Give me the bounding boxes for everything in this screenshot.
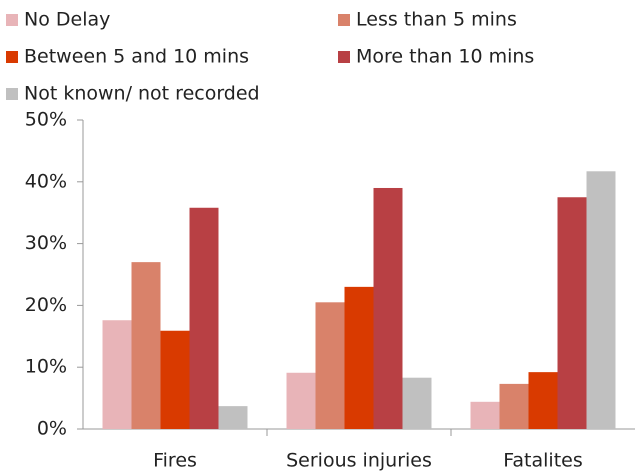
bar <box>586 171 616 429</box>
legend-label: Less than 5 mins <box>356 9 517 31</box>
legend-label: Between 5 and 10 mins <box>24 46 249 68</box>
bar <box>102 320 132 429</box>
bar <box>189 207 219 429</box>
legend-swatch <box>338 14 350 26</box>
bar <box>557 197 587 429</box>
legend-swatch <box>338 51 350 63</box>
legend-swatch <box>6 88 18 100</box>
legend-label: More than 10 mins <box>356 46 534 68</box>
bar <box>160 330 190 429</box>
bar <box>131 262 161 429</box>
y-tick-label: 0% <box>37 418 67 440</box>
legend-swatch <box>6 14 18 26</box>
bar <box>373 187 403 429</box>
y-tick-label: 10% <box>25 356 67 378</box>
bar <box>528 372 558 429</box>
bar <box>499 383 529 429</box>
bar <box>315 302 345 429</box>
x-tick-label: Fires <box>153 450 197 472</box>
y-tick-label: 50% <box>25 109 67 131</box>
bar <box>470 401 500 429</box>
legend-label: No Delay <box>24 9 110 31</box>
bar <box>344 286 374 429</box>
bar <box>402 377 432 429</box>
legend-label: Not known/ not recorded <box>24 83 260 105</box>
bar <box>218 406 248 429</box>
bar <box>286 372 316 429</box>
legend-swatch <box>6 51 18 63</box>
x-tick-label: Fatalites <box>503 450 583 472</box>
y-tick-label: 30% <box>25 232 67 254</box>
y-tick-label: 40% <box>25 170 67 192</box>
y-tick-label: 20% <box>25 294 67 316</box>
x-tick-label: Serious injuries <box>286 450 432 472</box>
